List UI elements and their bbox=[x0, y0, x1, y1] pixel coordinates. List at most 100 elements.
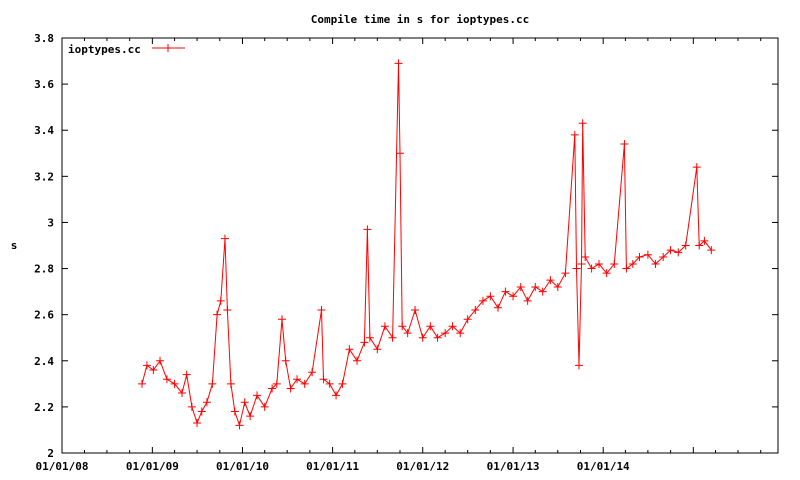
data-point-plus-marker bbox=[246, 412, 255, 421]
data-point-plus-marker bbox=[441, 329, 450, 338]
y-tick-label: 2.6 bbox=[34, 309, 54, 322]
legend-label: ioptypes.cc bbox=[68, 43, 141, 56]
data-point-plus-marker bbox=[575, 361, 584, 370]
x-tick-label: 01/01/10 bbox=[216, 460, 269, 473]
data-point-plus-marker bbox=[286, 384, 295, 393]
data-point-plus-marker bbox=[260, 402, 269, 411]
data-point-plus-marker bbox=[681, 241, 690, 250]
data-point-plus-marker bbox=[538, 287, 547, 296]
y-tick-label: 3 bbox=[47, 216, 54, 229]
y-tick-label: 3.2 bbox=[34, 170, 54, 183]
y-axis-label: s bbox=[11, 239, 18, 252]
data-point-plus-marker bbox=[162, 375, 171, 384]
data-point-plus-marker bbox=[700, 236, 709, 245]
data-point-plus-marker bbox=[577, 259, 586, 268]
data-point-plus-marker bbox=[478, 296, 487, 305]
data-point-plus-marker bbox=[692, 163, 701, 172]
data-point-plus-marker bbox=[197, 407, 206, 416]
data-point-plus-marker bbox=[170, 379, 179, 388]
data-point-plus-marker bbox=[300, 379, 309, 388]
chart-title: Compile time in s for ioptypes.cc bbox=[311, 13, 530, 26]
data-point-plus-marker bbox=[293, 375, 302, 384]
data-point-plus-marker bbox=[281, 356, 290, 365]
data-point-plus-marker bbox=[674, 248, 683, 257]
data-point-plus-marker bbox=[338, 379, 347, 388]
data-point-plus-marker bbox=[325, 379, 334, 388]
data-point-plus-marker bbox=[471, 306, 480, 315]
x-tick-label: 01/01/08 bbox=[36, 460, 89, 473]
data-point-plus-marker bbox=[501, 287, 510, 296]
legend-plus-marker-icon bbox=[164, 44, 172, 52]
data-point-plus-marker bbox=[235, 421, 244, 430]
legend: ioptypes.cc bbox=[68, 43, 185, 56]
data-point-plus-marker bbox=[332, 391, 341, 400]
data-point-plus-marker bbox=[253, 391, 262, 400]
data-point-plus-marker bbox=[659, 253, 668, 262]
x-tick-label: 01/01/13 bbox=[487, 460, 540, 473]
y-tick-label: 2.4 bbox=[34, 355, 54, 368]
data-point-plus-marker bbox=[365, 333, 374, 342]
data-point-plus-marker bbox=[319, 375, 328, 384]
data-point-plus-marker bbox=[695, 241, 704, 250]
data-point-plus-marker bbox=[570, 130, 579, 139]
data-point-plus-marker bbox=[635, 253, 644, 262]
data-point-plus-marker bbox=[494, 303, 503, 312]
data-point-plus-marker bbox=[411, 306, 420, 315]
data-point-plus-marker bbox=[202, 398, 211, 407]
data-point-plus-marker bbox=[433, 333, 442, 342]
data-point-plus-marker bbox=[187, 402, 196, 411]
data-point-plus-marker bbox=[268, 384, 277, 393]
data-point-plus-marker bbox=[587, 264, 596, 273]
data-point-plus-marker bbox=[546, 276, 555, 285]
data-point-plus-marker bbox=[509, 292, 518, 301]
y-tick-label: 3.4 bbox=[34, 124, 54, 137]
data-point-plus-marker bbox=[193, 419, 202, 428]
y-tick-label: 2.2 bbox=[34, 401, 54, 414]
y-tick-label: 2 bbox=[47, 447, 54, 460]
plot-border bbox=[61, 37, 779, 454]
data-point-plus-marker bbox=[398, 322, 407, 331]
data-point-plus-marker bbox=[610, 259, 619, 268]
x-tick-label: 01/01/09 bbox=[126, 460, 179, 473]
series-line-0 bbox=[141, 63, 712, 428]
data-point-plus-marker bbox=[486, 292, 495, 301]
x-tick-label: 01/01/12 bbox=[396, 460, 449, 473]
data-point-plus-marker bbox=[142, 361, 151, 370]
data-point-plus-marker bbox=[353, 356, 362, 365]
data-point-plus-marker bbox=[394, 59, 403, 68]
data-point-plus-marker bbox=[531, 283, 540, 291]
data-point-plus-marker bbox=[707, 246, 716, 255]
axes: 2 2.2 2.4 2.6 2.8 3 3.2 3.4 3.6 3.8 01/01/08 01/01/… bbox=[34, 32, 779, 473]
data-point-plus-marker bbox=[620, 140, 629, 149]
data-point-plus-marker bbox=[595, 259, 603, 268]
data-point-plus-marker bbox=[308, 368, 317, 377]
data-point-plus-marker bbox=[156, 356, 165, 365]
data-point-plus-marker bbox=[426, 322, 435, 331]
data-point-plus-marker bbox=[277, 315, 286, 324]
data-point-plus-marker bbox=[456, 329, 465, 338]
data-point-plus-marker bbox=[622, 264, 631, 273]
data-point-plus-marker bbox=[388, 333, 397, 342]
data-point-plus-marker bbox=[553, 283, 562, 291]
data-point-plus-marker bbox=[380, 322, 389, 331]
data-point-plus-marker bbox=[572, 264, 581, 273]
data-point-plus-marker bbox=[516, 283, 525, 291]
data-point-plus-marker bbox=[220, 234, 229, 243]
data-point-plus-marker bbox=[418, 333, 427, 342]
data-point-plus-marker bbox=[360, 338, 369, 347]
y-tick-label: 2.8 bbox=[34, 263, 54, 276]
data-point-plus-marker bbox=[213, 310, 222, 319]
data-point-plus-marker bbox=[182, 370, 191, 379]
data-point-plus-marker bbox=[373, 345, 382, 354]
data-point-plus-marker bbox=[581, 253, 590, 262]
plot-area bbox=[137, 59, 716, 430]
x-tick-label: 01/01/14 bbox=[577, 460, 630, 473]
data-point-plus-marker bbox=[651, 259, 660, 268]
data-point-plus-marker bbox=[643, 250, 652, 259]
data-point-plus-marker bbox=[463, 315, 472, 324]
data-point-plus-marker bbox=[561, 269, 570, 278]
data-point-plus-marker bbox=[345, 345, 354, 354]
data-point-plus-marker bbox=[226, 379, 235, 388]
data-point-plus-marker bbox=[523, 296, 532, 305]
